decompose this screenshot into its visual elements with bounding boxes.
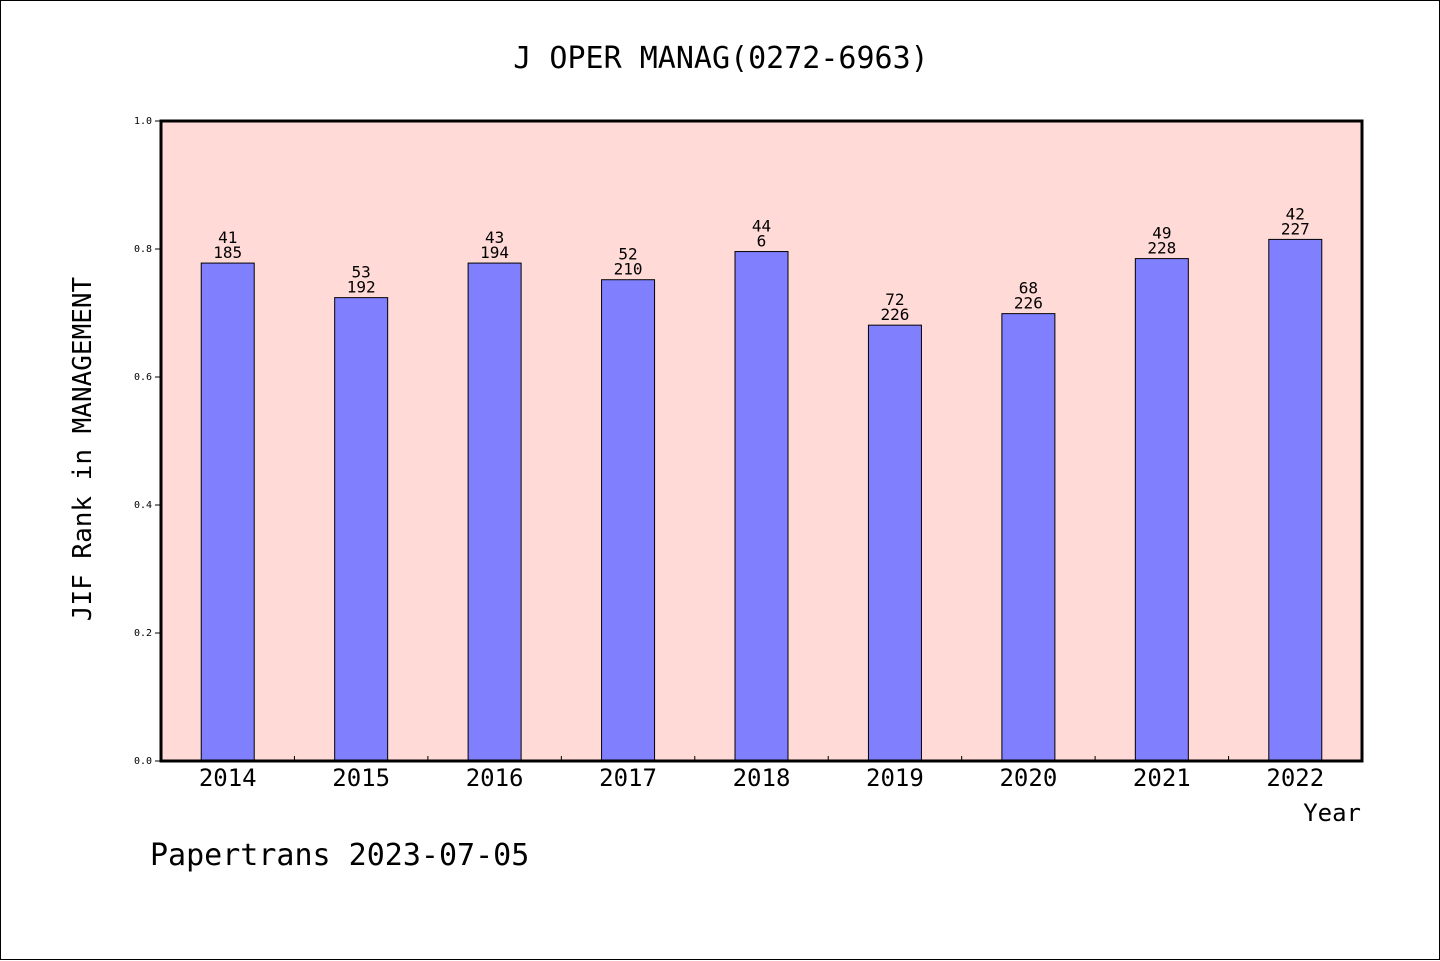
bar-rank-label: 42 — [1286, 204, 1305, 223]
y-tick-label: 0.6 — [134, 372, 152, 383]
x-tick-label: 2020 — [999, 764, 1057, 792]
y-axis-ticks: 0.0 0.2 0.4 0.6 0.8 1.0 — [134, 116, 161, 767]
bar-total-label: 194 — [480, 243, 509, 262]
bar-rank-label: 49 — [1152, 224, 1171, 243]
x-tick-label: 2022 — [1266, 764, 1324, 792]
x-axis-label: Year — [1303, 799, 1361, 827]
y-tick-label: 0.4 — [134, 500, 152, 511]
bar-total-label: 227 — [1281, 219, 1310, 238]
y-tick-label: 0.2 — [134, 628, 152, 639]
x-tick-label: 2019 — [866, 764, 924, 792]
chart-title: J OPER MANAG(0272-6963) — [513, 41, 928, 76]
bar-total-label: 228 — [1147, 239, 1176, 258]
bar-total-label: 210 — [614, 260, 643, 279]
x-tick-label: 2015 — [332, 764, 390, 792]
footer-credit: Papertrans 2023-07-05 — [150, 838, 529, 873]
bar-rank-label: 72 — [885, 290, 904, 309]
bar-2022 — [1268, 238, 1323, 762]
bar-2018 — [734, 251, 789, 762]
bar-2015 — [334, 297, 389, 762]
bar-2019 — [867, 324, 922, 762]
x-tick-label: 2016 — [466, 764, 524, 792]
plot-border — [159, 119, 1364, 763]
bar-total-label: 6 — [757, 232, 767, 251]
bar-rank-label: 44 — [752, 217, 771, 236]
y-axis-label: JIF Rank in MANAGEMENT — [68, 276, 98, 621]
bar-2020 — [1001, 313, 1056, 762]
bars-group — [200, 238, 1323, 762]
bar-rank-label: 53 — [352, 263, 371, 282]
x-tick-label: 2014 — [199, 764, 257, 792]
x-tick-label: 2018 — [733, 764, 791, 792]
bar-rank-label: 43 — [485, 228, 504, 247]
x-tick-label: 2021 — [1133, 764, 1191, 792]
y-tick-label: 0.8 — [134, 244, 152, 255]
bar-2014 — [200, 262, 255, 762]
bar-total-label: 226 — [880, 305, 909, 324]
bar-2016 — [467, 262, 522, 762]
bar-rank-label: 68 — [1019, 279, 1038, 298]
y-tick-label: 0.0 — [134, 756, 152, 767]
bar-2021 — [1134, 258, 1189, 762]
bar-total-label: 185 — [213, 243, 242, 262]
bar-rank-label: 52 — [618, 245, 637, 264]
bar-total-label: 192 — [347, 278, 376, 297]
x-tick-label: 2017 — [599, 764, 657, 792]
bar-total-label: 226 — [1014, 294, 1043, 313]
x-axis-ticks: 2014 2015 2016 2017 2018 2019 2020 2021 2022 — [199, 756, 1324, 792]
bar-2017 — [601, 279, 656, 762]
bar-rank-label: 41 — [218, 228, 237, 247]
y-tick-label: 1.0 — [134, 116, 152, 127]
